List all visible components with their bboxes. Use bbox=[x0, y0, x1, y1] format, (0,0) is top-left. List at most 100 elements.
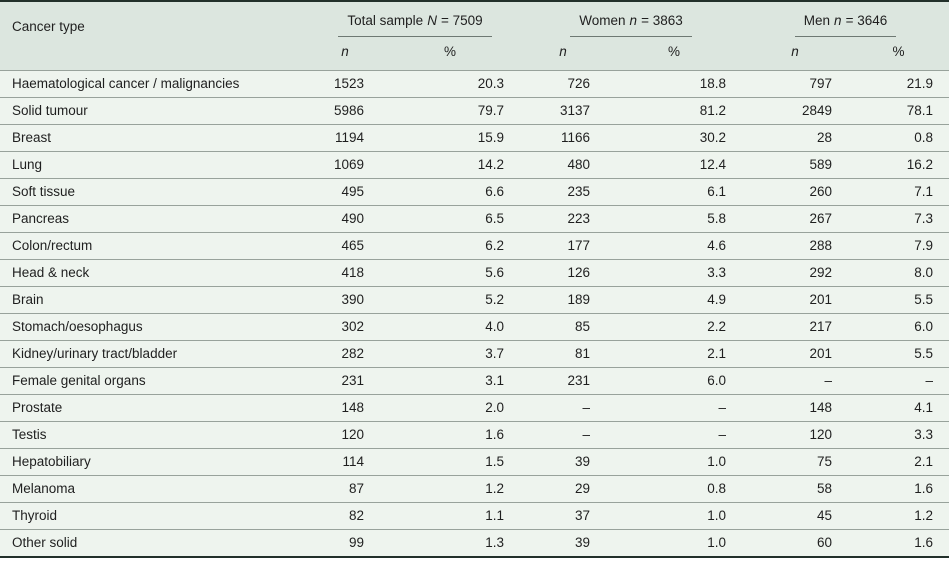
cell-n-women: 126 bbox=[520, 259, 606, 287]
column-group-men-label: Men n = 3646 bbox=[794, 13, 897, 37]
cell-n-men: 2849 bbox=[742, 97, 848, 125]
cell-pct-women: 0.8 bbox=[606, 475, 742, 503]
cell-pct-women: 30.2 bbox=[606, 124, 742, 152]
cell-pct-men: 5.5 bbox=[848, 340, 949, 368]
cell-pct-women: 6.0 bbox=[606, 367, 742, 395]
cell-n-men: 148 bbox=[742, 394, 848, 422]
row-label: Stomach/oesophagus bbox=[0, 313, 310, 341]
row-label: Soft tissue bbox=[0, 178, 310, 206]
row-label: Testis bbox=[0, 421, 310, 449]
cell-pct-women: 3.3 bbox=[606, 259, 742, 287]
table-row: Head & neck 418 5.6 126 3.3 292 8.0 bbox=[0, 259, 949, 287]
cell-pct-men: 4.1 bbox=[848, 394, 949, 422]
row-label: Hepatobiliary bbox=[0, 448, 310, 476]
table-row: Prostate 148 2.0 – – 148 4.1 bbox=[0, 394, 949, 422]
cell-n-total: 82 bbox=[310, 502, 380, 530]
column-group-women-label: Women n = 3863 bbox=[570, 13, 692, 37]
cell-n-total: 148 bbox=[310, 394, 380, 422]
table-row: Breast 1194 15.9 1166 30.2 28 0.8 bbox=[0, 124, 949, 152]
cell-n-women: 726 bbox=[520, 70, 606, 98]
subheader-n-total: n bbox=[341, 44, 349, 59]
cell-pct-men: 78.1 bbox=[848, 97, 949, 125]
row-label: Prostate bbox=[0, 394, 310, 422]
row-label: Kidney/urinary tract/bladder bbox=[0, 340, 310, 368]
cell-n-women: 37 bbox=[520, 502, 606, 530]
subheader-n-women: n bbox=[559, 44, 567, 59]
row-label: Solid tumour bbox=[0, 97, 310, 125]
table-row: Melanoma 87 1.2 29 0.8 58 1.6 bbox=[0, 475, 949, 503]
cell-pct-men: 1.2 bbox=[848, 502, 949, 530]
cell-pct-men: 1.6 bbox=[848, 475, 949, 503]
cell-n-women: 39 bbox=[520, 448, 606, 476]
cell-pct-women: 2.1 bbox=[606, 340, 742, 368]
cell-n-total: 390 bbox=[310, 286, 380, 314]
row-label: Colon/rectum bbox=[0, 232, 310, 260]
cell-n-total: 465 bbox=[310, 232, 380, 260]
group-header-row: Cancer type Total sample N = 7509 Women n = … bbox=[0, 1, 949, 37]
cell-n-men: 120 bbox=[742, 421, 848, 449]
table-row: Solid tumour 5986 79.7 3137 81.2 2849 78… bbox=[0, 97, 949, 125]
cell-pct-total: 6.6 bbox=[380, 178, 520, 206]
cell-pct-men: 6.0 bbox=[848, 313, 949, 341]
table-row: Other solid 99 1.3 39 1.0 60 1.6 bbox=[0, 529, 949, 557]
column-group-total: Total sample N = 7509 bbox=[310, 1, 520, 37]
cell-n-total: 495 bbox=[310, 178, 380, 206]
cell-n-women: 223 bbox=[520, 205, 606, 233]
cell-n-women: 3137 bbox=[520, 97, 606, 125]
column-group-total-label: Total sample N = 7509 bbox=[338, 13, 492, 37]
cell-n-total: 231 bbox=[310, 367, 380, 395]
cell-pct-women: – bbox=[606, 421, 742, 449]
cell-pct-men: 7.3 bbox=[848, 205, 949, 233]
cell-pct-women: – bbox=[606, 394, 742, 422]
cell-n-men: 260 bbox=[742, 178, 848, 206]
table-row: Colon/rectum 465 6.2 177 4.6 288 7.9 bbox=[0, 232, 949, 260]
subheader-n-men: n bbox=[791, 44, 799, 59]
cell-n-women: 1166 bbox=[520, 124, 606, 152]
cell-n-men: 201 bbox=[742, 340, 848, 368]
cell-n-total: 99 bbox=[310, 529, 380, 557]
cell-pct-women: 1.0 bbox=[606, 529, 742, 557]
cell-n-men: 292 bbox=[742, 259, 848, 287]
cell-pct-women: 81.2 bbox=[606, 97, 742, 125]
row-label: Haematological cancer / malignancies bbox=[0, 70, 310, 98]
row-label: Thyroid bbox=[0, 502, 310, 530]
cell-pct-total: 6.2 bbox=[380, 232, 520, 260]
column-group-women: Women n = 3863 bbox=[520, 1, 742, 37]
cell-pct-women: 12.4 bbox=[606, 151, 742, 179]
cell-pct-men: 2.1 bbox=[848, 448, 949, 476]
cell-pct-women: 5.8 bbox=[606, 205, 742, 233]
cell-pct-women: 18.8 bbox=[606, 70, 742, 98]
cell-pct-women: 1.0 bbox=[606, 448, 742, 476]
cell-pct-total: 6.5 bbox=[380, 205, 520, 233]
table-row: Thyroid 82 1.1 37 1.0 45 1.2 bbox=[0, 502, 949, 530]
cell-n-men: 60 bbox=[742, 529, 848, 557]
cell-n-men: 28 bbox=[742, 124, 848, 152]
cell-n-men: 201 bbox=[742, 286, 848, 314]
cell-n-men: 267 bbox=[742, 205, 848, 233]
cell-n-total: 1523 bbox=[310, 70, 380, 98]
cell-pct-total: 1.6 bbox=[380, 421, 520, 449]
table-row: Female genital organs 231 3.1 231 6.0 – … bbox=[0, 367, 949, 395]
subheader-pct-men: % bbox=[892, 44, 905, 59]
cell-pct-total: 5.2 bbox=[380, 286, 520, 314]
subheader-row: n % n % n % bbox=[0, 37, 949, 71]
cell-n-total: 87 bbox=[310, 475, 380, 503]
cell-n-total: 5986 bbox=[310, 97, 380, 125]
row-label: Lung bbox=[0, 151, 310, 179]
cell-n-women: 39 bbox=[520, 529, 606, 557]
column-header-cancer-type: Cancer type bbox=[12, 19, 85, 34]
cell-n-men: 217 bbox=[742, 313, 848, 341]
table-row: Kidney/urinary tract/bladder 282 3.7 81 … bbox=[0, 340, 949, 368]
cell-pct-total: 3.1 bbox=[380, 367, 520, 395]
cell-pct-total: 5.6 bbox=[380, 259, 520, 287]
row-label: Pancreas bbox=[0, 205, 310, 233]
cell-pct-total: 3.7 bbox=[380, 340, 520, 368]
table-row: Soft tissue 495 6.6 235 6.1 260 7.1 bbox=[0, 178, 949, 206]
cell-n-women: – bbox=[520, 421, 606, 449]
cell-pct-men: 5.5 bbox=[848, 286, 949, 314]
cell-n-total: 302 bbox=[310, 313, 380, 341]
cell-n-women: 177 bbox=[520, 232, 606, 260]
cell-pct-total: 1.3 bbox=[380, 529, 520, 557]
table-row: Stomach/oesophagus 302 4.0 85 2.2 217 6.… bbox=[0, 313, 949, 341]
